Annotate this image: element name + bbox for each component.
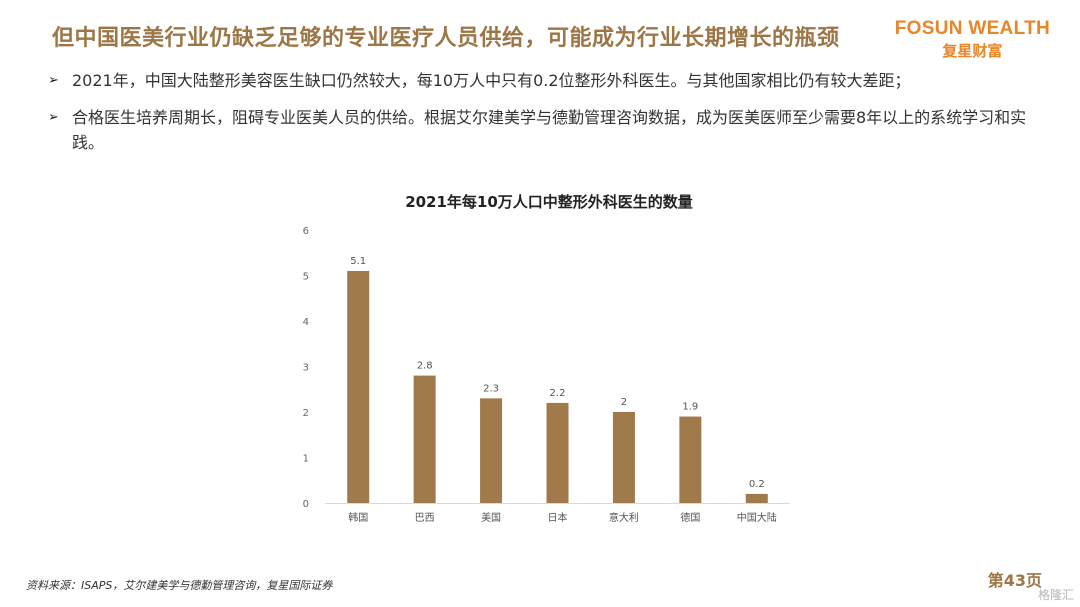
bar-value-label: 2.3 [483,383,499,394]
bullet-text: 2021年，中国大陆整形美容医生缺口仍然较大，每10万人中只有0.2位整形外科医… [72,71,911,90]
bar-value-label: 2.8 [417,361,433,372]
y-tick-label: 5 [303,272,309,283]
bar-value-label: 2 [621,397,627,408]
x-tick-label: 德国 [680,511,700,524]
x-tick-label: 巴西 [415,512,435,524]
y-tick-label: 1 [303,454,309,465]
slide-title: 但中国医美行业仍缺乏足够的专业医疗人员供给，可能成为行业长期增长的瓶颈 [52,26,840,51]
source-note: 资料来源：ISAPS，艾尔建美学与德勤管理咨询，复星国际证券 [26,579,333,592]
y-tick-label: 3 [303,363,309,374]
bullet-item: ➢ 2021年，中国大陆整形美容医生缺口仍然较大，每10万人中只有0.2位整形外… [48,68,1048,93]
bar-value-label: 2.2 [550,388,566,399]
bar-series: 5.1 2.8 2.3 2.2 2 1.9 0.2 [347,256,768,503]
bullet-list: ➢ 2021年，中国大陆整形美容医生缺口仍然较大，每10万人中只有0.2位整形外… [48,68,1048,167]
chart-title: 2021年每10万人口中整形外科医生的数量 [405,193,693,211]
watermark: 格隆汇 [1037,588,1074,602]
x-tick-label: 日本 [548,511,568,524]
page-number: 第43页 [987,571,1042,590]
bar [745,493,768,503]
y-tick-label: 2 [303,408,309,419]
bar [347,270,370,503]
x-tick-label: 韩国 [348,511,368,524]
bar [679,416,702,503]
bar [480,398,503,503]
arrow-bullet-icon: ➢ [48,73,59,88]
bar [612,412,635,503]
bullet-item: ➢ 合格医生培养周期长，阻碍专业医美人员的供给。根据艾尔建美学与德勤管理咨询数据… [48,105,1048,155]
x-tick-label: 美国 [481,511,501,524]
x-tick-label: 中国大陆 [737,511,777,524]
y-tick-label: 6 [303,226,309,237]
logo-english: FOSUN WEALTH [894,18,1050,39]
company-logo: FOSUN WEALTH 复星财富 [895,18,1050,61]
bar [413,375,436,503]
bullet-text: 合格医生培养周期长，阻碍专业医美人员的供给。根据艾尔建美学与德勤管理咨询数据，成… [72,108,1027,152]
arrow-bullet-icon: ➢ [48,110,59,125]
bar-value-label: 5.1 [350,256,366,267]
bar-value-label: 1.9 [682,402,698,413]
x-tick-label: 意大利 [609,511,639,524]
bar-value-label: 0.2 [749,479,765,490]
x-axis: 韩国 巴西 美国 日本 意大利 德国 中国大陆 [325,503,790,524]
y-tick-label: 4 [303,317,309,328]
bar [546,402,569,503]
logo-chinese: 复星财富 [942,42,1003,60]
y-axis: 0 1 2 3 4 5 6 [303,226,309,510]
y-tick-label: 0 [303,499,309,510]
